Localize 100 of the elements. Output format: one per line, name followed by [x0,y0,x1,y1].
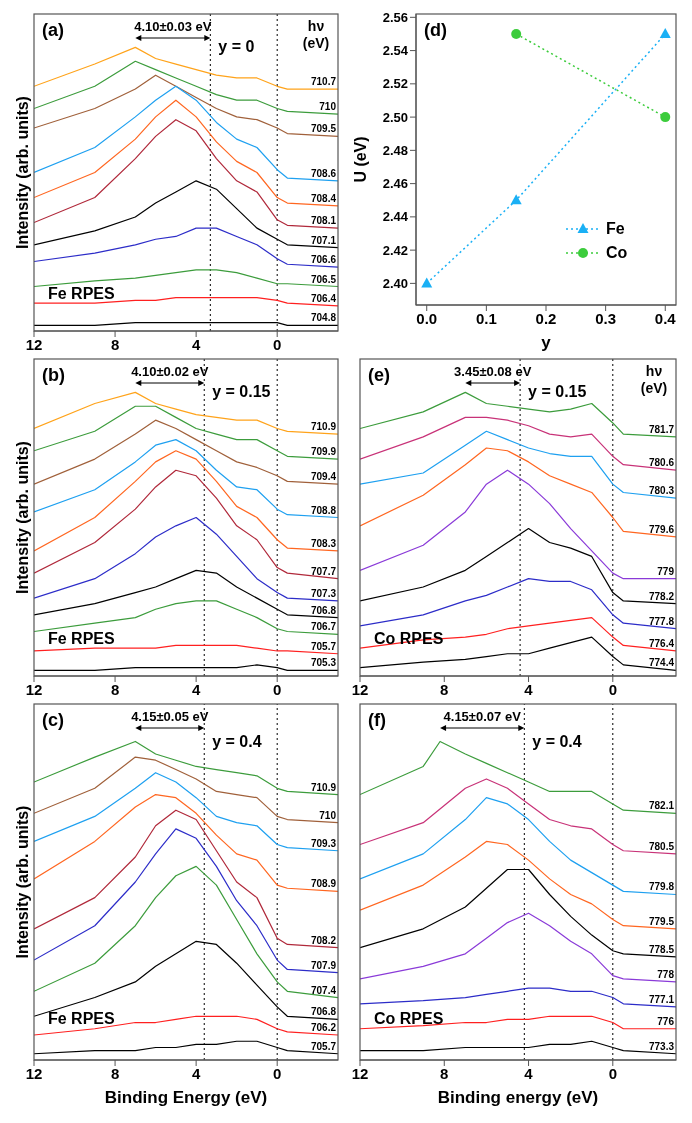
series-label: 707.7 [310,565,337,577]
series-label: 778.2 [648,590,675,602]
y-tick-label: 2.40 [382,276,408,291]
annotation: y = 0.15 [528,383,587,401]
annotation: Fe RPES [48,1010,116,1028]
x-tick-label: 4 [191,335,201,353]
text: 4.15±0.07 eV [443,709,522,724]
series-label: 709.3 [310,837,337,849]
series-label: 707.3 [310,587,337,599]
series-label: 710 [319,809,337,821]
series-label: 777.8 [648,615,675,627]
series-label: 707.1 [310,234,337,246]
series-label: 709.9 [310,446,337,458]
text: 4.10±0.02 eV [131,364,209,379]
x-tick-label: 4 [524,680,534,698]
series-label: 707.4 [310,984,337,996]
x-tick-label: 0.1 [475,309,497,327]
annotation: Co RPES [374,1010,444,1028]
x-tick-label: 0 [273,1064,282,1082]
x-tick-label: 12 [25,680,43,698]
series-label: 777.1 [648,993,675,1005]
series-label: 709.5 [310,123,337,135]
series-label: 708.1 [310,215,337,227]
series-label: 780.6 [648,457,675,469]
series-label: 706.2 [310,1022,337,1034]
x-tick-label: 12 [25,335,43,353]
x-tick-label: 12 [351,1064,369,1082]
series-label: 706.6 [310,254,337,266]
legend-label: Fe [606,220,625,238]
series-label: 708.8 [310,504,337,516]
annotation: y = 0.4 [212,732,262,750]
y-axis-title: U (eV) [352,136,369,183]
y-tick-label: 2.52 [382,76,408,92]
chart-title: (e) [368,365,390,385]
series-label: 779 [657,565,675,577]
x-tick-label: 8 [440,1064,449,1082]
x-tick-label: 0 [273,335,282,353]
series-label: 706.8 [310,604,337,616]
series-label: 774.4 [648,657,675,669]
series-label: 780.5 [648,840,675,852]
y-tick-label: 2.48 [382,142,408,158]
text: 4.15±0.05 eV [131,709,209,724]
annotation: Fe RPES [48,630,116,648]
legend-label: Co [606,244,628,262]
series-label: 779.6 [648,523,675,535]
series-label: 776 [657,1015,675,1027]
y-axis-title: Intensity (arb. units) [14,805,31,959]
annotation: y = 0.4 [532,732,582,750]
series-label: 779.8 [648,881,675,893]
annotation: y = 0.15 [212,383,271,401]
chart-title: (f) [368,710,386,730]
series-label: 705.3 [310,657,337,669]
series-label: 705.7 [310,1040,337,1052]
series-label: 779.5 [648,915,675,927]
x-tick-label: 8 [110,335,120,353]
series-label: 708.4 [310,192,337,204]
series-label: 710.9 [310,421,337,433]
y-tick-label: 2.42 [382,242,408,258]
y-tick-label: 2.56 [382,9,408,25]
series-label: 780.3 [648,485,675,497]
x-tick-label: 4 [191,680,201,698]
x-tick-label: 12 [25,1064,43,1082]
x-axis-title: y [541,333,552,352]
series-label: 710.9 [310,781,337,793]
chart-title: (b) [42,365,65,385]
series-label: 708.6 [310,167,337,179]
series-label: 709.4 [310,471,337,483]
legend-title: hν (eV) [640,363,668,396]
y-tick-label: 2.44 [382,209,409,225]
series-label: 707.9 [310,959,337,971]
annotation: Fe RPES [48,285,116,303]
x-axis-title: Binding energy (eV) [437,1088,599,1107]
x-axis-title: Binding Energy (eV) [104,1088,268,1107]
x-tick-label: 4 [191,1064,201,1082]
series-label: 705.7 [310,640,337,652]
y-tick-label: 2.46 [382,176,408,192]
y-axis-title: Intensity (arb. units) [14,441,31,594]
series-label: 710 [319,101,337,113]
x-tick-label: 8 [110,1064,120,1082]
x-tick-label: 0.4 [654,309,677,327]
x-tick-label: 12 [351,680,369,698]
series-label: 781.7 [648,423,675,435]
series-label: 782.1 [648,800,675,812]
series-label: 708.3 [310,537,337,549]
y-tick-label: 2.54 [382,43,409,59]
series-label: 778 [657,968,675,980]
chart-title: (c) [42,710,64,730]
x-tick-label: 8 [110,680,120,698]
text: 3.45±0.08 eV [454,364,532,379]
x-tick-label: 8 [440,680,449,698]
x-tick-label: 0 [608,680,617,698]
text: 4.10±0.03 eV [134,19,212,34]
legend-title: hν (eV) [302,18,330,51]
series-label: 706.7 [310,621,337,633]
series-label: 706.8 [310,1006,337,1018]
annotation: y = 0 [218,38,255,56]
series-label: 704.8 [310,312,337,324]
x-tick-label: 0 [273,680,282,698]
chart-title: (a) [42,20,64,40]
x-tick-label: 0.3 [595,309,617,327]
